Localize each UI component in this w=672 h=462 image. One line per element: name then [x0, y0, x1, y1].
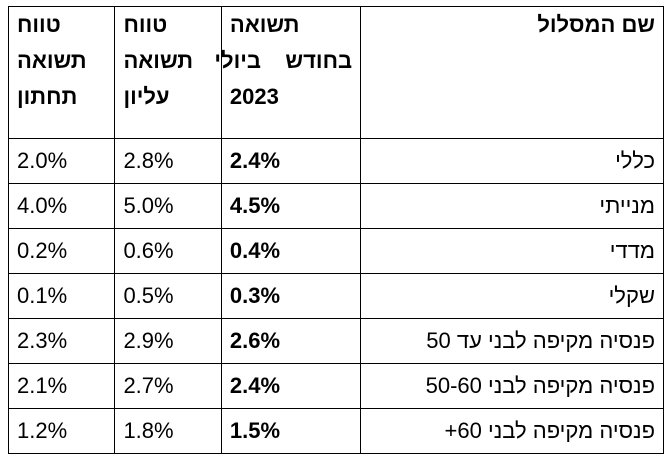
header-line: תחתון — [17, 84, 78, 109]
header-line: תשואה — [17, 48, 87, 73]
table-row: כללי 2.4% 2.8% 2.0% — [7, 138, 664, 184]
upper-range-cell: 2.8% — [114, 138, 222, 184]
header-line: 2023 — [229, 84, 279, 109]
header-line: תשואה — [229, 12, 300, 37]
lower-range-cell: 1.2% — [7, 408, 116, 454]
upper-range-cell: 2.9% — [114, 318, 222, 364]
header-line: עליון — [123, 84, 170, 109]
header-line: בחודש ביולי — [214, 48, 353, 73]
table-row: פנסיה מקיפה לבני עד 50 2.6% 2.9% 2.3% — [7, 318, 664, 364]
track-name-cell: כללי — [360, 138, 664, 184]
header-line: טווח — [123, 12, 168, 37]
lower-range-cell: 2.0% — [7, 138, 116, 184]
table-row: פנסיה מקיפה לבני 60+ 1.5% 1.8% 1.2% — [7, 408, 664, 454]
header-track-name: שם המסלול — [360, 6, 664, 139]
header-line: טווח — [17, 12, 61, 37]
track-name-cell: פנסיה מקיפה לבני 60+ — [360, 408, 664, 454]
track-name-cell: פנסיה מקיפה לבני 50-60 — [360, 363, 664, 409]
returns-table: שם המסלול תשואה בחודש ביולי 2023 טווח תש… — [7, 6, 664, 454]
july-return-cell: 2.4% — [220, 138, 362, 184]
july-return-cell: 4.5% — [220, 183, 362, 229]
header-line: שם המסלול — [537, 12, 655, 37]
upper-range-cell: 5.0% — [114, 183, 222, 229]
header-row: שם המסלול תשואה בחודש ביולי 2023 טווח תש… — [7, 6, 664, 139]
header-july-return: תשואה בחודש ביולי 2023 — [214, 6, 362, 139]
returns-table-container: שם המסלול תשואה בחודש ביולי 2023 טווח תש… — [7, 6, 664, 454]
table-row: מדדי 0.4% 0.6% 0.2% — [7, 228, 664, 274]
lower-range-cell: 2.1% — [7, 363, 116, 409]
lower-range-cell: 4.0% — [7, 183, 116, 229]
track-name-cell: מדדי — [360, 228, 664, 274]
upper-range-cell: 0.5% — [114, 273, 222, 319]
track-name-cell: שקלי — [360, 273, 664, 319]
lower-range-cell: 0.2% — [7, 228, 116, 274]
header-lower-range: טווח תשואה תחתון — [7, 6, 116, 139]
upper-range-cell: 1.8% — [114, 408, 222, 454]
upper-range-cell: 0.6% — [114, 228, 222, 274]
header-upper-range: טווח תשואה עליון — [114, 6, 222, 139]
july-return-cell: 0.4% — [220, 228, 362, 274]
july-return-cell: 1.5% — [220, 408, 362, 454]
table-row: שקלי 0.3% 0.5% 0.1% — [7, 273, 664, 319]
july-return-cell: 2.4% — [220, 363, 362, 409]
track-name-cell: פנסיה מקיפה לבני עד 50 — [360, 318, 664, 364]
lower-range-cell: 0.1% — [7, 273, 116, 319]
table-row: מנייתי 4.5% 5.0% 4.0% — [7, 183, 664, 229]
july-return-cell: 0.3% — [220, 273, 362, 319]
lower-range-cell: 2.3% — [7, 318, 116, 364]
table-row: פנסיה מקיפה לבני 50-60 2.4% 2.7% 2.1% — [7, 363, 664, 409]
july-return-cell: 2.6% — [220, 318, 362, 364]
header-line: תשואה — [123, 48, 194, 73]
track-name-cell: מנייתי — [360, 183, 664, 229]
upper-range-cell: 2.7% — [114, 363, 222, 409]
